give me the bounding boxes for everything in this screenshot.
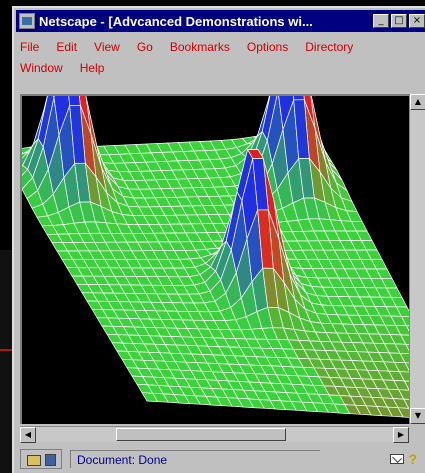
minimize-button[interactable]: _ [373,14,389,28]
status-bar: Document: Done ? [16,446,425,472]
status-right-icons: ? [390,451,417,467]
menu-directory[interactable]: Directory [305,39,354,54]
maximize-button[interactable]: □ [391,14,407,28]
scroll-right-button[interactable]: ▶ [393,427,409,443]
desktop-background-accent [0,349,14,351]
scroll-down-button[interactable]: ▼ [410,408,425,424]
desktop-background [0,250,14,473]
scroll-left-button[interactable]: ◀ [20,427,36,443]
content-viewport[interactable] [20,94,409,424]
menu-row-2: Window Help [18,57,425,78]
status-text: Document: Done [70,450,320,468]
close-button[interactable]: × [409,14,425,28]
help-icon[interactable]: ? [408,451,417,467]
surface-mesh-cell [256,96,271,138]
surface-mesh-cell [261,96,278,142]
scroll-up-button[interactable]: ▲ [410,94,425,110]
menu-view[interactable]: View [94,39,120,54]
horizontal-scroll-thumb[interactable] [116,428,286,441]
menu-bookmarks[interactable]: Bookmarks [169,39,230,54]
horizontal-scrollbar[interactable]: ◀ ▶ [20,426,409,443]
menu-row-1: File Edit View Go Bookmarks Options Dire… [18,36,425,57]
menu-file[interactable]: File [20,39,40,54]
menu-edit[interactable]: Edit [56,39,78,54]
menu-help[interactable]: Help [79,60,105,75]
menu-options[interactable]: Options [246,39,289,54]
browser-window: Netscape - [Advcanced Demonstrations wi.… [12,6,425,473]
surface-plot-graphic [22,96,409,418]
window-title: Netscape - [Advcanced Demonstrations wi.… [39,13,313,29]
menu-go[interactable]: Go [136,39,153,54]
mail-icon[interactable] [390,454,405,464]
title-bar[interactable]: Netscape - [Advcanced Demonstrations wi.… [16,10,425,32]
menu-window[interactable]: Window [20,60,63,75]
vertical-scrollbar[interactable]: ▲ ▼ [409,94,425,424]
menu-bar: File Edit View Go Bookmarks Options Dire… [18,36,425,78]
surface-mesh-cell [312,402,329,413]
security-key-icon[interactable] [20,449,62,469]
surface-mesh-cell [32,96,48,145]
netscape-app-icon[interactable] [19,13,35,29]
